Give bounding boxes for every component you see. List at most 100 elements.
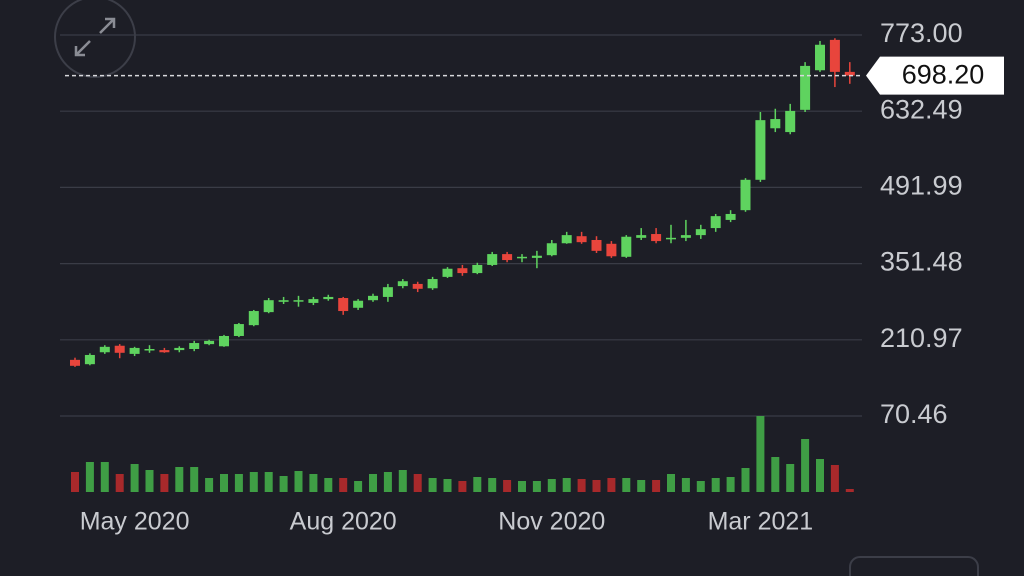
candle-body [323, 296, 334, 300]
candle-body [844, 71, 855, 76]
volume-bar [428, 478, 437, 492]
candle-body [829, 39, 840, 72]
candle-body [710, 216, 721, 229]
candle-body [457, 268, 468, 274]
candle-body [472, 264, 483, 274]
candle-body [636, 235, 647, 238]
y-tick-label: 70.46 [880, 399, 948, 429]
volume-bar [667, 474, 675, 492]
candle-body [680, 235, 691, 238]
volume-bar [741, 468, 750, 492]
volume-bar [115, 474, 124, 492]
candle-body [427, 279, 438, 289]
candle-body [397, 281, 408, 287]
candle-body [338, 298, 349, 312]
volume-bar [205, 478, 214, 492]
candle-body [114, 345, 125, 353]
candle-body [412, 283, 423, 289]
y-tick-label: 351.48 [880, 247, 963, 277]
candle-body [666, 237, 676, 240]
x-tick-label: May 2020 [80, 508, 190, 536]
volume-bar [398, 470, 407, 492]
volume-bar [652, 480, 661, 492]
volume-bar [488, 478, 497, 492]
x-tick-label: Nov 2020 [498, 508, 605, 536]
expand-icon[interactable] [74, 17, 116, 57]
last-price-label: 698.20 [902, 60, 985, 90]
volume-bar [324, 478, 333, 492]
volume-bar [458, 481, 467, 492]
x-tick-label: Mar 2021 [708, 508, 814, 536]
candle-body [755, 120, 766, 180]
volume-bar [85, 462, 94, 492]
candle-body [308, 299, 319, 303]
candle-body [770, 119, 781, 129]
x-tick-label: Aug 2020 [290, 508, 397, 536]
candle-body [263, 300, 274, 313]
expand-button[interactable] [54, 0, 136, 78]
last-price-badge [866, 56, 1004, 95]
candle-body [531, 255, 542, 258]
volume-bar [607, 478, 616, 492]
volume-bar [503, 480, 512, 492]
candle-body [248, 311, 259, 326]
volume-bar [145, 470, 154, 492]
expand-circle[interactable] [54, 0, 136, 78]
candle-body [442, 268, 453, 277]
candle-body [129, 347, 140, 354]
volume-bar [443, 479, 452, 492]
volume-bar [413, 474, 422, 492]
candle-body [591, 239, 602, 251]
candle-body [785, 110, 796, 133]
candle-body [517, 256, 527, 259]
volume-bar [160, 474, 169, 492]
volume-bar [816, 459, 824, 492]
candle-body [159, 350, 170, 353]
volume-bar [220, 474, 228, 492]
candle-body [576, 236, 587, 243]
candle-body [99, 346, 110, 353]
candle-body [293, 300, 304, 302]
volume-bar [830, 465, 839, 492]
volume-bar [175, 467, 184, 492]
candle-body [278, 300, 289, 302]
candle-body [815, 44, 825, 71]
volume-bar [592, 480, 601, 492]
volume-bar [681, 478, 690, 492]
y-tick-label: 773.00 [880, 18, 963, 48]
candle-body [204, 340, 215, 345]
volume-bar [547, 479, 556, 492]
candle-body [189, 343, 200, 350]
volume-bar [562, 478, 571, 492]
volume-bar [518, 481, 526, 492]
candle-body [353, 300, 364, 308]
candle-body [606, 243, 617, 257]
candle-body [144, 349, 155, 351]
volume-bar [383, 472, 392, 492]
candle-body [621, 236, 632, 257]
volume-bar [279, 476, 288, 492]
volume-bar [369, 474, 377, 492]
volume-bar [786, 464, 795, 492]
y-tick-label: 491.99 [880, 171, 963, 201]
volume-bar [756, 416, 765, 492]
volume-bar [845, 489, 854, 492]
candle-body [219, 335, 229, 347]
volume-bar [801, 439, 810, 492]
volume-bar [771, 457, 780, 492]
bottom-button[interactable] [849, 556, 979, 576]
volume-bar [190, 467, 199, 492]
candle-body [502, 254, 513, 261]
candle-body [725, 213, 736, 220]
volume-bar [637, 480, 646, 492]
candle-body [174, 347, 185, 351]
candle-body [84, 354, 95, 365]
candle-body [233, 324, 244, 336]
candle-body [546, 243, 557, 256]
volume-bar [130, 464, 139, 492]
candle-body [382, 287, 393, 297]
volume-bar [354, 481, 363, 492]
volume-bar [696, 481, 705, 492]
volume-bar [100, 462, 109, 492]
